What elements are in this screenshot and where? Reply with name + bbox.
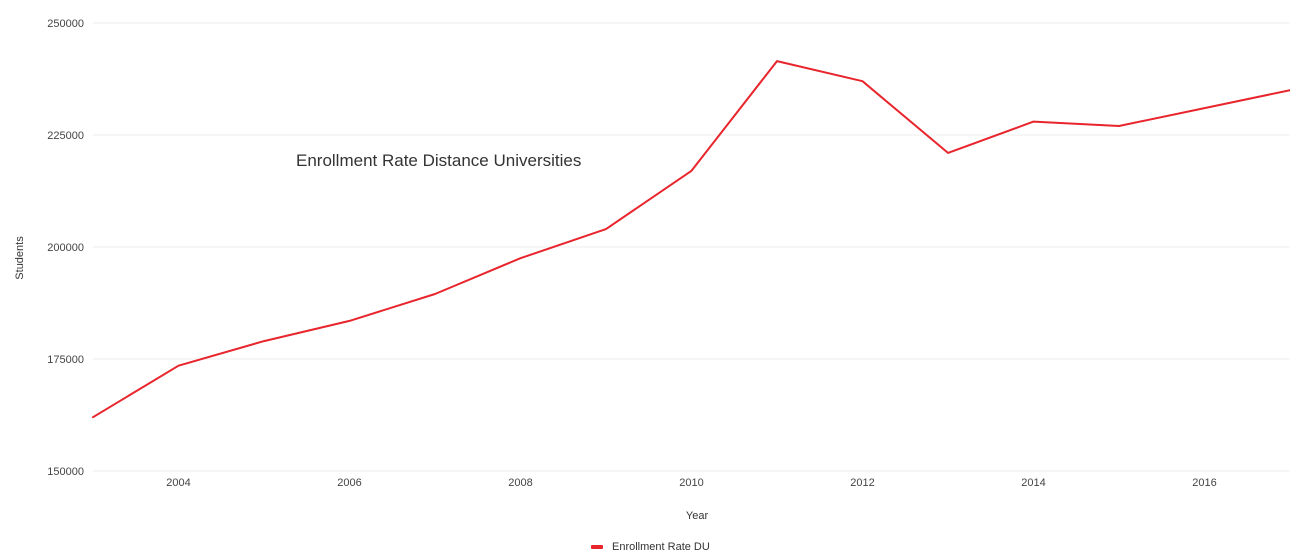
x-axis-ticks: 2004 2006 2008 2010 2012 2014 2016: [166, 477, 1216, 489]
x-tick-label: 2004: [166, 477, 190, 489]
y-tick-label: 150000: [47, 466, 84, 478]
chart-title: Enrollment Rate Distance Universities: [296, 151, 581, 170]
x-tick-label: 2014: [1021, 477, 1045, 489]
legend: Enrollment Rate DU: [591, 541, 710, 553]
x-tick-label: 2008: [508, 477, 532, 489]
y-tick-label: 250000: [47, 18, 84, 30]
x-tick-label: 2006: [337, 477, 361, 489]
x-axis-label: Year: [686, 510, 709, 522]
legend-swatch: [591, 545, 603, 549]
y-axis-label: Students: [14, 236, 26, 280]
series-lines: [92, 60, 1290, 419]
x-tick-label: 2016: [1192, 477, 1216, 489]
y-tick-label: 200000: [47, 242, 84, 254]
gridlines: [93, 22, 1290, 472]
x-tick-label: 2010: [679, 477, 703, 489]
x-tick-label: 2012: [850, 477, 874, 489]
y-tick-label: 175000: [47, 354, 84, 366]
legend-entry: Enrollment Rate DU: [612, 541, 710, 553]
y-axis-ticks: 150000 175000 200000 225000 250000: [47, 18, 84, 478]
series-line: [92, 60, 1290, 419]
y-tick-label: 225000: [47, 130, 84, 142]
